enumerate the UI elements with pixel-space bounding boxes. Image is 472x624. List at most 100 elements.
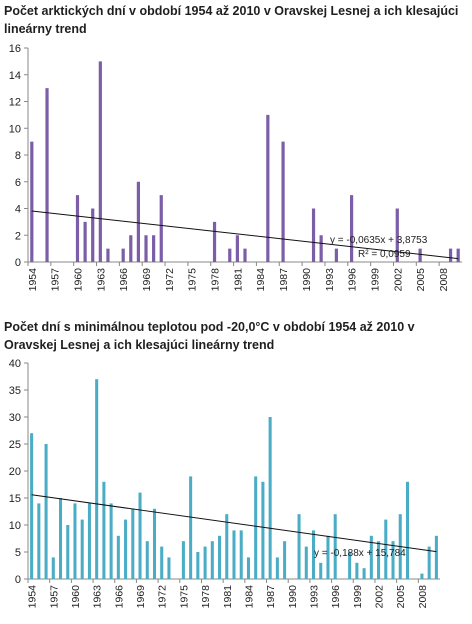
- y-tick-label: 16: [9, 43, 21, 55]
- bar-1961: [80, 519, 84, 579]
- x-tick-label: 1972: [157, 585, 169, 609]
- y-tick-label: 0: [15, 574, 21, 586]
- y-tick-label: 10: [9, 123, 21, 135]
- x-tick-label: 1969: [141, 268, 153, 292]
- y-tick-label: 25: [9, 439, 21, 451]
- trend-equation: y = -0,0635x + 3,8753: [330, 235, 428, 246]
- x-tick-label: 1999: [369, 268, 381, 292]
- x-tick-label: 1999: [352, 585, 364, 609]
- x-tick-label: 1996: [330, 585, 342, 609]
- bar-1996: [333, 514, 337, 579]
- bar-1987: [281, 141, 285, 263]
- x-tick-label: 1954: [27, 268, 39, 292]
- chart-frost-days: Počet dní s minimálnou teplotou pod -20,…: [0, 316, 472, 624]
- bar-1995: [326, 535, 330, 579]
- chart-title: Počet dní s minimálnou teplotou pod -20,…: [4, 320, 415, 352]
- trend-equation: y = -0,188x + 15,784: [314, 548, 406, 559]
- bar-1973: [167, 557, 171, 579]
- bar-1967: [129, 235, 133, 262]
- bar-1964: [102, 481, 106, 579]
- bar-1977: [196, 552, 200, 579]
- x-tick-label: 1981: [222, 585, 234, 609]
- bar-2005: [418, 248, 422, 263]
- y-tick-label: 8: [15, 150, 21, 162]
- bar-1955: [37, 503, 41, 579]
- x-tick-label: 1960: [72, 268, 84, 292]
- x-tick-label: 1963: [92, 585, 104, 609]
- y-tick-label: 0: [15, 257, 21, 269]
- x-tick-label: 1954: [27, 585, 39, 609]
- bar-1954: [30, 141, 34, 263]
- bar-1993: [311, 530, 316, 579]
- x-tick-label: 2005: [395, 585, 407, 609]
- bar-2008: [420, 573, 424, 579]
- bar-1957: [51, 557, 55, 579]
- x-tick-label: 1963: [95, 268, 107, 292]
- x-tick-label: 1984: [255, 268, 267, 292]
- x-tick-label: 1990: [287, 585, 299, 609]
- bar-1991: [311, 208, 316, 262]
- bar-2002: [395, 208, 399, 262]
- bar-1991: [297, 514, 301, 579]
- x-tick-label: 2008: [417, 585, 429, 609]
- bar-2000: [362, 568, 366, 579]
- x-tick-label: 1984: [243, 585, 255, 609]
- bar-1959: [66, 525, 70, 579]
- bar-2004: [391, 541, 395, 579]
- y-tick-label: 4: [15, 204, 21, 216]
- trend-line: [31, 494, 437, 553]
- chart-plot: 0 5 10 15 20 25 30 35 40 1954 1957 1960 1963 1966 1969…: [9, 358, 440, 609]
- bar-1983: [239, 530, 243, 579]
- x-tick-label: 1990: [301, 268, 313, 292]
- bar-1960: [75, 195, 80, 263]
- bar-1960: [73, 503, 77, 579]
- bar-1964: [106, 248, 110, 263]
- bar-1988: [275, 557, 279, 579]
- y-tick-label: 6: [15, 177, 21, 189]
- bar-1971: [159, 195, 163, 263]
- x-tick-label: 1969: [135, 585, 147, 609]
- bar-1962: [87, 503, 91, 579]
- bar-2010: [434, 535, 438, 579]
- x-tick-label: 1966: [113, 585, 125, 609]
- bar-1976: [189, 476, 193, 579]
- bar-1985: [254, 476, 258, 579]
- bar-1968: [131, 508, 135, 579]
- bar-1970: [145, 541, 149, 579]
- y-tick-label: 20: [9, 466, 21, 478]
- bar-1969: [144, 235, 148, 262]
- x-tick-label: 1978: [200, 585, 212, 609]
- chart-title: Počet arktických dní v období 1954 až 20…: [4, 4, 459, 36]
- bar-1968: [136, 181, 140, 262]
- bar-1989: [283, 541, 287, 579]
- bar-1962: [91, 208, 95, 262]
- bar-1958: [59, 498, 63, 579]
- bar-2009: [427, 546, 431, 579]
- x-tick-label: 2002: [374, 585, 386, 609]
- bar-1969: [138, 492, 142, 579]
- x-tick-label: 1966: [118, 268, 130, 292]
- x-tick-label: 1972: [164, 268, 176, 292]
- x-tick-label: 1993: [309, 585, 321, 609]
- bar-2006: [405, 481, 409, 579]
- x-tick-label: 2002: [392, 268, 404, 292]
- bar-2002: [377, 541, 381, 579]
- bar-1994: [334, 248, 338, 263]
- x-tick-label: 2008: [438, 268, 450, 292]
- bar-1961: [83, 221, 87, 263]
- y-tick-label: 30: [9, 412, 21, 424]
- bar-1971: [152, 508, 157, 579]
- x-tick-label: 1981: [232, 268, 244, 292]
- bar-2009: [448, 248, 453, 263]
- x-tick-label: 1957: [48, 585, 60, 609]
- bar-2003: [384, 519, 388, 579]
- bar-1985: [266, 114, 270, 263]
- bar-1987: [268, 417, 272, 579]
- bar-1978: [203, 546, 207, 579]
- bar-1975: [181, 541, 185, 579]
- bar-1966: [121, 248, 125, 263]
- bar-1972: [160, 546, 164, 579]
- bar-1998: [348, 552, 352, 579]
- bar-1970: [152, 235, 156, 262]
- y-tick-label: 5: [15, 547, 21, 559]
